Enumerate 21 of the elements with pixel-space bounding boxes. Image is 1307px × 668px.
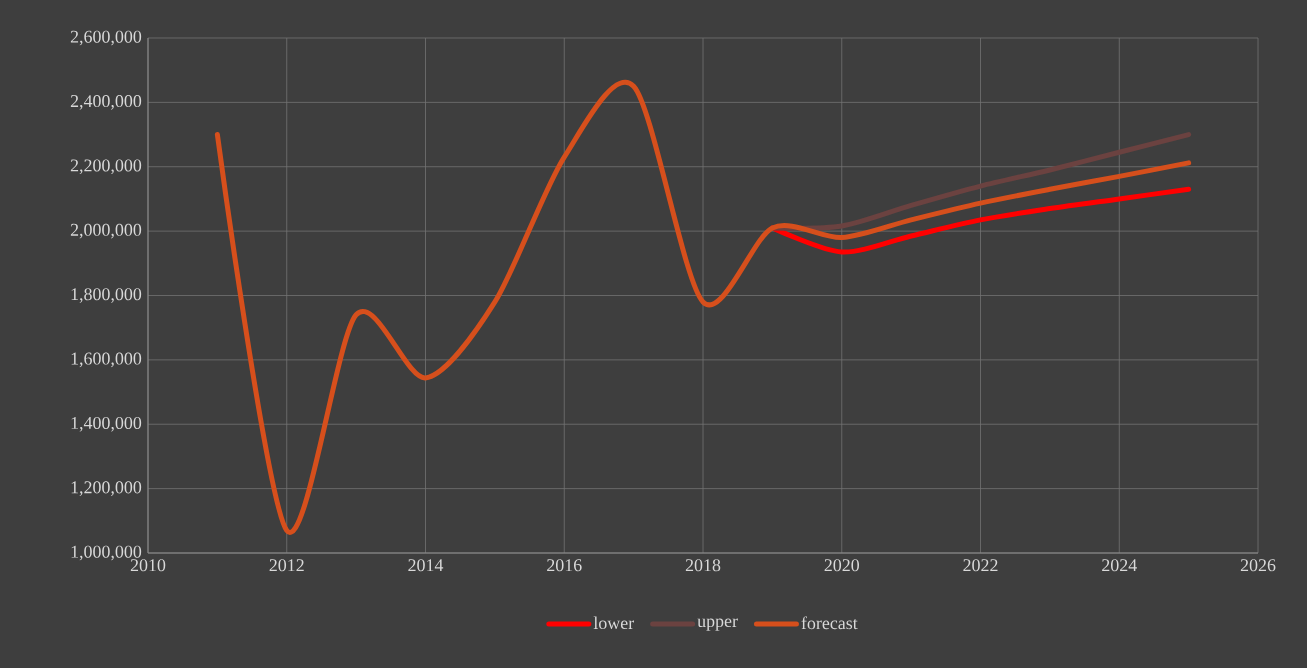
legend-label: lower — [593, 616, 634, 630]
x-tick-label: 2014 — [408, 559, 444, 572]
x-tick-label: 2010 — [130, 559, 166, 572]
x-tick-label: 2022 — [963, 559, 998, 572]
y-tick-label: 1,600,000 — [71, 352, 142, 368]
legend-label: upper — [697, 618, 738, 631]
x-tick-label: 2020 — [824, 559, 860, 572]
y-tick-label: 2,400,000 — [70, 95, 142, 110]
y-tick-label: 2,600,000 — [70, 30, 142, 46]
x-tick-label: 2024 — [1102, 559, 1137, 572]
y-tick-label: 1,400,000 — [71, 416, 142, 432]
x-tick-label: 2026 — [1240, 559, 1276, 572]
y-tick-label: 2,200,000 — [70, 159, 142, 175]
y-tick-label: 1,200,000 — [71, 481, 142, 496]
y-tick-label: 1,800,000 — [71, 288, 142, 303]
x-tick-label: 2012 — [269, 559, 304, 572]
y-tick-label: 2,000,000 — [70, 223, 142, 239]
x-tick-label: 2016 — [547, 559, 582, 572]
legend-label: forecast — [801, 616, 858, 630]
x-tick-label: 2018 — [685, 559, 721, 572]
y-tick-label: 1,000,000 — [71, 545, 142, 561]
